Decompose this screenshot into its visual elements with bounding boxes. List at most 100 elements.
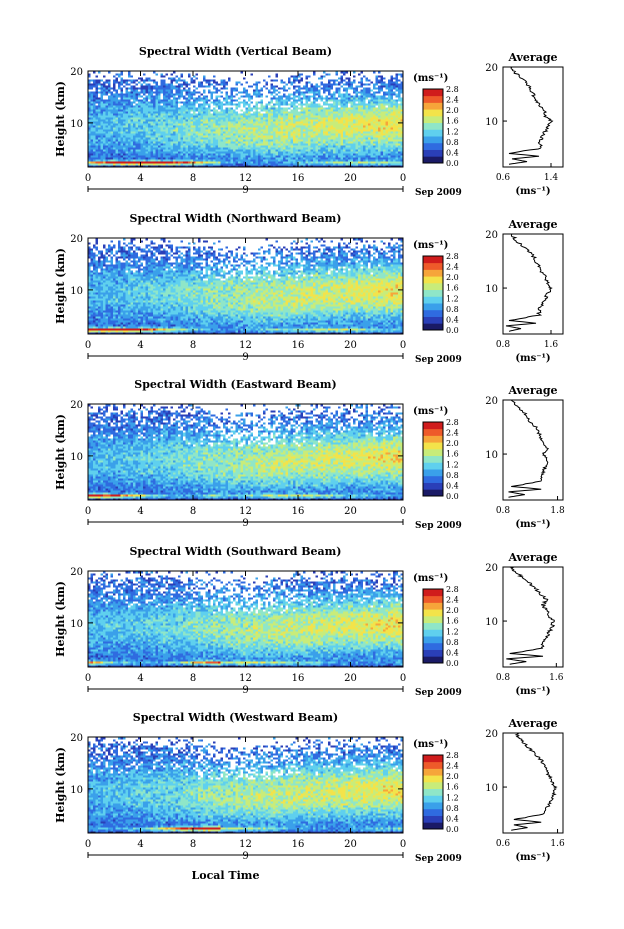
heatmap-cell (331, 141, 334, 143)
heatmap-cell (98, 95, 101, 97)
heatmap-cell (96, 129, 99, 131)
heatmap-cell (181, 97, 184, 99)
heatmap-cell (226, 125, 229, 127)
heatmap-cell (303, 145, 306, 147)
heatmap-cell (148, 109, 151, 111)
heatmap-cell (121, 135, 124, 137)
heatmap-cell (256, 109, 259, 111)
heatmap-cell (273, 111, 276, 113)
heatmap-cell (108, 127, 111, 129)
heatmap-cell (246, 137, 249, 139)
heatmap-cell (113, 105, 116, 107)
heatmap-cell (378, 143, 381, 145)
heatmap-cell (281, 105, 284, 107)
heatmap-cell (333, 89, 336, 91)
heatmap-cell (371, 89, 374, 91)
heatmap-cell (251, 129, 254, 131)
heatmap-cell (186, 131, 189, 133)
heatmap-cell (166, 87, 169, 89)
heatmap-cell (261, 155, 264, 157)
heatmap-cell (376, 89, 379, 91)
heatmap-cell (256, 163, 259, 165)
heatmap-cell (128, 157, 131, 159)
heatmap-cell (321, 105, 324, 107)
heatmap-cell (236, 131, 239, 133)
heatmap-cell (376, 153, 379, 155)
heatmap-cell (333, 103, 336, 105)
heatmap-cell (351, 159, 354, 161)
heatmap-cell (298, 135, 301, 137)
heatmap-cell (173, 147, 176, 149)
heatmap-cell (271, 151, 274, 153)
heatmap-cell (258, 141, 261, 143)
heatmap-cell (393, 131, 396, 133)
heatmap-cell (138, 139, 141, 141)
heatmap-cell (248, 123, 251, 125)
heatmap-cell (301, 105, 304, 107)
heatmap-cell (396, 143, 399, 145)
heatmap-cell (141, 141, 144, 143)
heatmap-cell (191, 143, 194, 145)
heatmap-cell (213, 113, 216, 115)
heatmap-cell (341, 151, 344, 153)
heatmap-cell (326, 109, 329, 111)
heatmap-cell (278, 97, 281, 99)
heatmap-cell (333, 97, 336, 99)
heatmap-cell (358, 99, 361, 101)
heatmap-cell (228, 159, 231, 161)
heatmap-cell (103, 107, 106, 109)
heatmap-cell (161, 127, 164, 129)
heatmap-cell (196, 135, 199, 137)
heatmap-cell (308, 113, 311, 115)
heatmap-cell (153, 97, 156, 99)
heatmap-cell (248, 153, 251, 155)
heatmap-cell (158, 129, 161, 131)
heatmap-cell (93, 145, 96, 147)
heatmap-cell (231, 131, 234, 133)
heatmap-cell (148, 87, 151, 89)
heatmap-cell (158, 115, 161, 117)
heatmap-cell (158, 157, 161, 159)
heatmap-cell (226, 93, 229, 95)
heatmap-cell (178, 151, 181, 153)
heatmap-cell (368, 133, 371, 135)
heatmap-cell (143, 101, 146, 103)
heatmap-cell (148, 121, 151, 123)
heatmap-cell (281, 121, 284, 123)
heatmap-cell (206, 113, 209, 115)
heatmap-cell (118, 111, 121, 113)
heatmap-cell (351, 127, 354, 129)
heatmap-cell (391, 107, 394, 109)
heatmap-cell (226, 133, 229, 135)
heatmap-cell (111, 105, 114, 107)
heatmap-cell (151, 143, 154, 145)
heatmap-cell (373, 125, 376, 127)
heatmap-cell (216, 115, 219, 117)
heatmap-cell (276, 139, 279, 141)
heatmap-cell (368, 117, 371, 119)
heatmap-cell (311, 147, 314, 149)
heatmap-cell (143, 119, 146, 121)
heatmap-cell (248, 163, 251, 165)
heatmap-cell (148, 149, 151, 151)
heatmap-cell (241, 163, 244, 165)
heatmap-cell (356, 149, 359, 151)
heatmap-cell (138, 109, 141, 111)
heatmap-cell (398, 111, 401, 113)
heatmap-cell (138, 121, 141, 123)
heatmap-cell (273, 105, 276, 107)
heatmap-cell (228, 99, 231, 101)
heatmap-cell (398, 129, 401, 131)
heatmap-cell (191, 121, 194, 123)
heatmap-cell (223, 129, 226, 131)
heatmap-cell (286, 137, 289, 139)
heatmap-cell (101, 123, 104, 125)
heatmap-cell (216, 129, 219, 131)
heatmap-cell (151, 107, 154, 109)
heatmap-cell (203, 137, 206, 139)
heatmap-cell (271, 153, 274, 155)
heatmap-cell (161, 149, 164, 151)
heatmap-cell (361, 143, 364, 145)
heatmap-cell (213, 111, 216, 113)
heatmap-cell (211, 147, 214, 149)
